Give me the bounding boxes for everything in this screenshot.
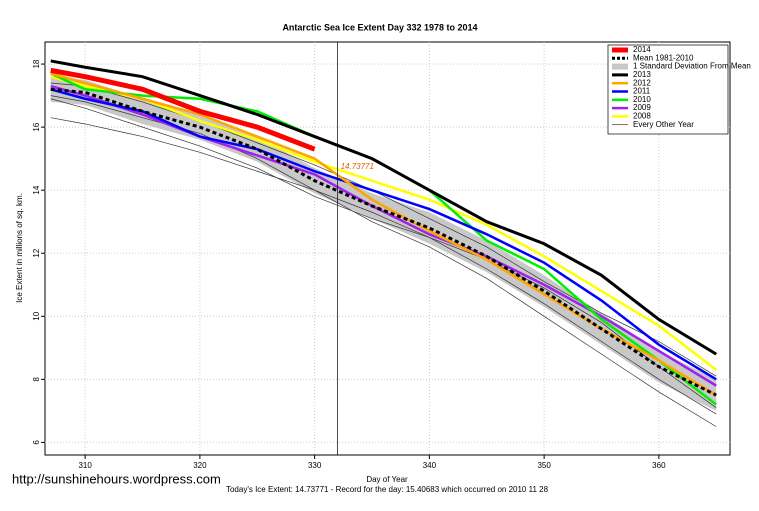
- plot-frame: [44, 41, 731, 456]
- chart-title: Antarctic Sea Ice Extent Day 332 1978 to…: [282, 22, 477, 32]
- other-year-line: [50, 98, 717, 408]
- x-tick-label: 320: [193, 461, 207, 470]
- legend-swatch: [612, 63, 628, 70]
- legend-label: Mean 1981-2010: [633, 53, 694, 62]
- footer: Today's Ice Extent: 14.73771 - Record fo…: [226, 485, 549, 494]
- other-year-line: [50, 95, 717, 427]
- legend-label: 2014: [633, 45, 651, 54]
- legend-box: [607, 44, 729, 135]
- x-tick-label: 310: [78, 461, 92, 470]
- std-band: [50, 76, 717, 411]
- watermark: http://sunshinehours.wordpress.com: [12, 471, 221, 486]
- legend-label: 2013: [633, 70, 651, 79]
- x-tick-label: 360: [652, 461, 666, 470]
- y-tick-label: 10: [32, 311, 41, 320]
- legend-label: 2011: [633, 87, 651, 96]
- x-tick-label: 330: [308, 461, 322, 470]
- series-line: [50, 59, 718, 356]
- legend-label: 1 Standard Deviation From Mean: [633, 62, 751, 71]
- legend-label: Every Other Year: [633, 120, 694, 129]
- other-year-line: [50, 117, 717, 415]
- y-tick-label: 18: [32, 59, 41, 68]
- legend-label: 2008: [633, 112, 651, 121]
- legend-label: 2010: [633, 95, 651, 104]
- y-axis-label: Ice Extent in millions of sq. km.: [15, 193, 24, 303]
- legend-label: 2009: [633, 103, 651, 112]
- annotation: 14.73771: [341, 162, 374, 171]
- x-tick-label: 340: [423, 461, 437, 470]
- series-line: [50, 87, 717, 397]
- series-line: [50, 67, 316, 152]
- y-tick-label: 6: [32, 440, 41, 445]
- y-tick-label: 12: [32, 248, 41, 257]
- y-tick-label: 8: [32, 377, 41, 382]
- x-axis-label: Day of Year: [366, 475, 408, 484]
- y-tick-label: 16: [32, 122, 41, 131]
- legend-label: 2012: [633, 78, 651, 87]
- x-tick-label: 350: [537, 461, 551, 470]
- y-tick-label: 14: [32, 185, 41, 194]
